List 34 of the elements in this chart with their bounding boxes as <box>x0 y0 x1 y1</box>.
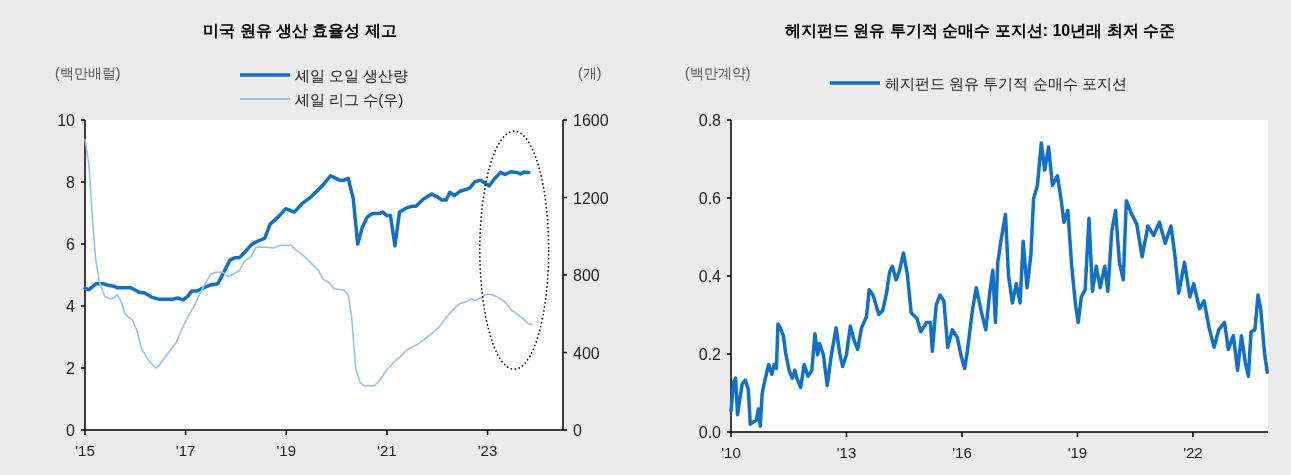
y2-tick-label: 0 <box>573 422 582 439</box>
x-tick-label: '23 <box>477 442 498 459</box>
y-tick-label: 0.4 <box>698 268 722 285</box>
legend-label: 헤지펀드 원유 투기적 순매수 포지션 <box>885 75 1127 92</box>
y2-tick-label: 1600 <box>573 112 609 129</box>
chart-title: 헤지펀드 원유 투기적 순매수 포지션: 10년래 최저 수준 <box>784 22 1176 39</box>
y-tick-label: 2 <box>66 360 76 377</box>
chart-title: 미국 원유 생산 효율성 제고 <box>203 22 397 39</box>
y-tick-label: 4 <box>66 298 76 315</box>
x-tick-label: '13 <box>836 444 857 461</box>
y-tick-label: 0.2 <box>698 346 722 363</box>
y2-tick-label: 800 <box>573 267 600 284</box>
x-tick-label: '10 <box>721 444 741 461</box>
y-axis-title: (백만배럴) <box>55 65 121 81</box>
x-tick-label: '19 <box>1067 444 1088 461</box>
y2-tick-label: 1200 <box>573 189 609 207</box>
x-tick-label: '22 <box>1183 444 1203 461</box>
y-tick-label: 0.0 <box>698 424 722 441</box>
y-tick-label: 10 <box>57 112 76 129</box>
y-axis-title: (백만계약) <box>685 65 751 81</box>
y-tick-label: 0 <box>66 422 76 439</box>
y-tick-label: 6 <box>66 236 76 253</box>
y-tick-label: 0.6 <box>698 190 722 207</box>
y2-tick-label: 400 <box>573 344 600 362</box>
x-tick-label: '19 <box>276 442 297 459</box>
x-tick-label: '17 <box>175 442 196 459</box>
legend-label: 셰일 리그 수(우) <box>295 91 404 108</box>
y2-axis-title: (개) <box>578 65 602 81</box>
y-tick-label: 8 <box>66 174 76 191</box>
x-tick-label: '21 <box>377 442 397 459</box>
legend-label: 셰일 오일 생산량 <box>295 67 409 84</box>
y-tick-label: 0.8 <box>698 112 722 129</box>
x-tick-label: '15 <box>75 442 95 459</box>
x-tick-label: '16 <box>952 444 972 461</box>
